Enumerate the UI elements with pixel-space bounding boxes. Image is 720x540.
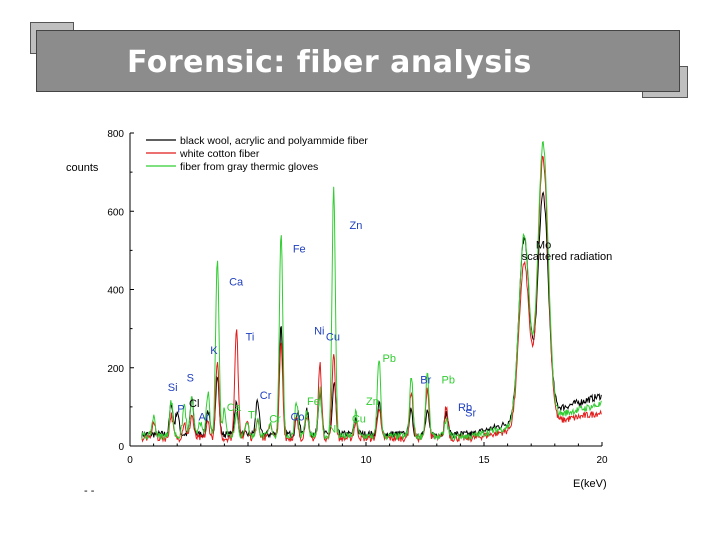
element-label: Pb xyxy=(383,353,396,365)
element-label: K xyxy=(210,345,218,357)
y-tick-label: 600 xyxy=(107,207,124,218)
element-label: scattered radiation xyxy=(522,251,613,263)
element-label: Mo xyxy=(536,239,551,251)
element-label: Fe xyxy=(307,396,320,408)
y-tick-label: 200 xyxy=(107,364,124,375)
element-label: Ti xyxy=(248,410,257,422)
x-tick-label: 0 xyxy=(127,455,133,466)
element-label: Cu xyxy=(326,331,340,343)
element-label: Si xyxy=(168,382,178,394)
element-label: Ti xyxy=(246,331,255,343)
y-tick-label: 800 xyxy=(107,129,124,140)
slide-title-area: Forensic: fiber analysis xyxy=(30,22,688,100)
element-label: Cl xyxy=(189,398,199,410)
element-label: Co xyxy=(290,412,304,424)
y-tick-label: 0 xyxy=(118,442,124,453)
element-label: Cr xyxy=(269,414,281,426)
legend-entry: fiber from gray thermic gloves xyxy=(180,161,318,173)
x-tick-label: 15 xyxy=(478,455,490,466)
x-tick-label: 10 xyxy=(360,455,372,466)
footer-marks: - - xyxy=(84,485,95,497)
y-axis-label: counts xyxy=(66,162,99,174)
series-line-3 xyxy=(141,140,602,442)
element-label: P xyxy=(177,404,184,416)
x-tick-label: 5 xyxy=(245,455,251,466)
chart-legend: black wool, acrylic and polyammide fiber… xyxy=(146,135,368,173)
element-label: Pb xyxy=(442,374,455,386)
chart-annotations: SiSClPArKCaCaTiTiCrCrFeFeCoNiNiCuCuZnZnP… xyxy=(168,220,613,435)
legend-entry: white cotton fiber xyxy=(179,148,260,160)
element-label: Ni xyxy=(328,423,338,435)
title-bar: Forensic: fiber analysis xyxy=(36,30,680,92)
element-label: Zn xyxy=(349,220,362,232)
element-label: Fe xyxy=(293,243,306,255)
chart-axes: 0 200 400 600 800 0 5 10 15 20 xyxy=(107,129,608,466)
element-label: Cu xyxy=(352,414,366,426)
x-tick-label: 20 xyxy=(596,455,608,466)
element-label: S xyxy=(187,372,194,384)
element-label: Ni xyxy=(314,325,324,337)
element-label: Rb xyxy=(458,402,472,414)
element-label: Ar xyxy=(198,412,209,424)
legend-entry: black wool, acrylic and polyammide fiber xyxy=(180,135,368,147)
element-label: Ca xyxy=(229,277,244,289)
element-label: Br xyxy=(420,374,431,386)
slide-title: Forensic: fiber analysis xyxy=(127,45,532,80)
element-label: Zn xyxy=(366,396,379,408)
series-line-2 xyxy=(141,155,602,444)
element-label: Sr xyxy=(465,408,476,420)
y-tick-label: 400 xyxy=(107,286,124,297)
x-axis-label: E(keV) xyxy=(573,478,607,490)
element-label: Cr xyxy=(260,390,272,402)
chart-series xyxy=(141,140,602,444)
element-label: Ca xyxy=(227,402,242,414)
